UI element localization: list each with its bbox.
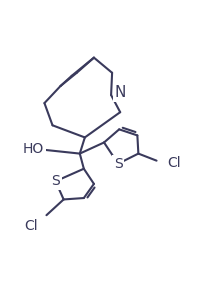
Text: S: S [114, 157, 123, 171]
Text: S: S [51, 174, 60, 188]
Text: Cl: Cl [167, 156, 181, 170]
Text: N: N [115, 86, 126, 101]
Text: HO: HO [23, 142, 44, 155]
Text: Cl: Cl [24, 219, 38, 233]
